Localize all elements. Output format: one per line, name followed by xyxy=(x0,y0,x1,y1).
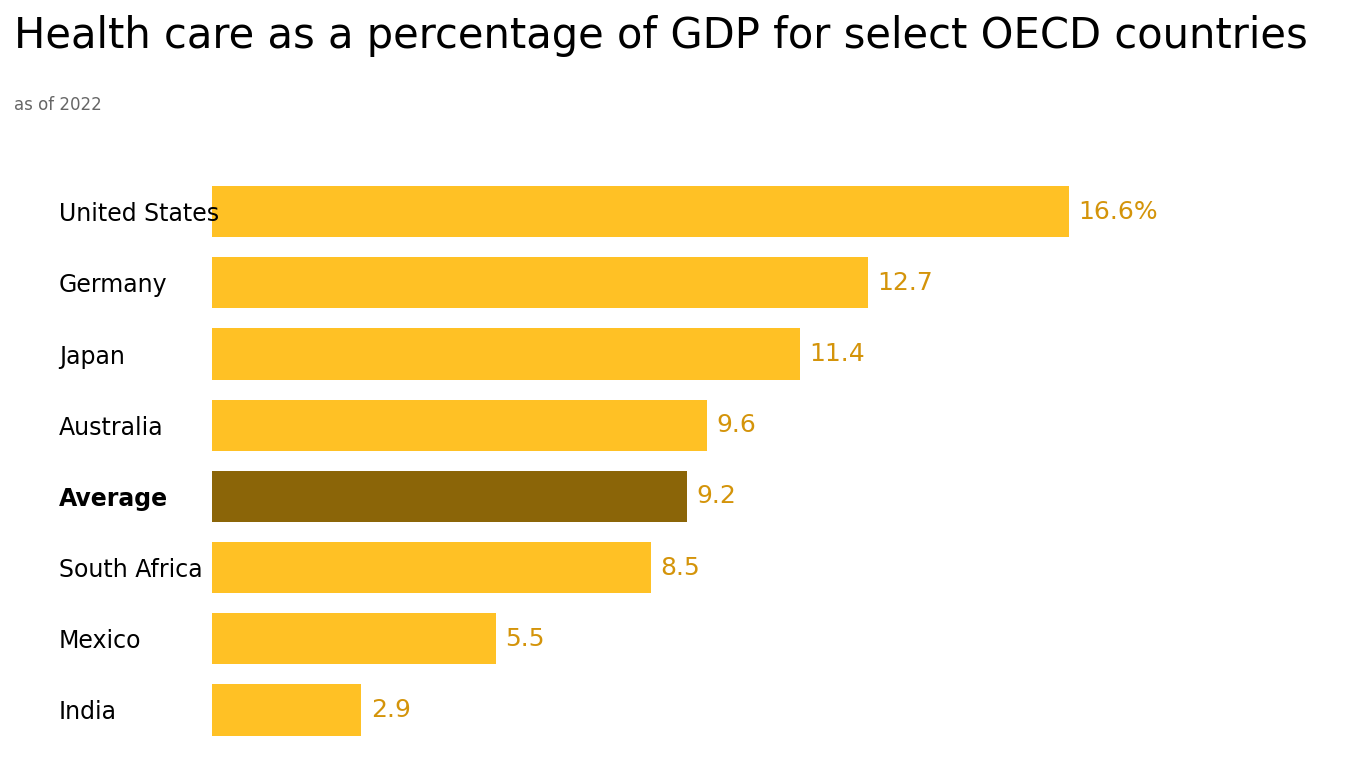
Bar xyxy=(212,257,867,309)
Text: 5.5: 5.5 xyxy=(505,627,545,650)
Bar xyxy=(212,399,708,451)
Text: 9.2: 9.2 xyxy=(697,485,736,508)
Text: 2.9: 2.9 xyxy=(370,698,411,722)
Bar xyxy=(212,329,800,379)
Text: 12.7: 12.7 xyxy=(877,271,933,295)
Bar xyxy=(212,613,496,664)
Text: 16.6%: 16.6% xyxy=(1078,200,1158,223)
Bar xyxy=(212,471,687,522)
Text: as of 2022: as of 2022 xyxy=(14,96,101,114)
Text: Health care as a percentage of GDP for select OECD countries: Health care as a percentage of GDP for s… xyxy=(14,15,1307,58)
Text: 8.5: 8.5 xyxy=(660,555,699,580)
Text: 9.6: 9.6 xyxy=(717,413,757,437)
Bar xyxy=(212,542,650,593)
Text: 11.4: 11.4 xyxy=(810,342,866,366)
Bar xyxy=(212,186,1070,237)
Bar xyxy=(212,684,362,736)
